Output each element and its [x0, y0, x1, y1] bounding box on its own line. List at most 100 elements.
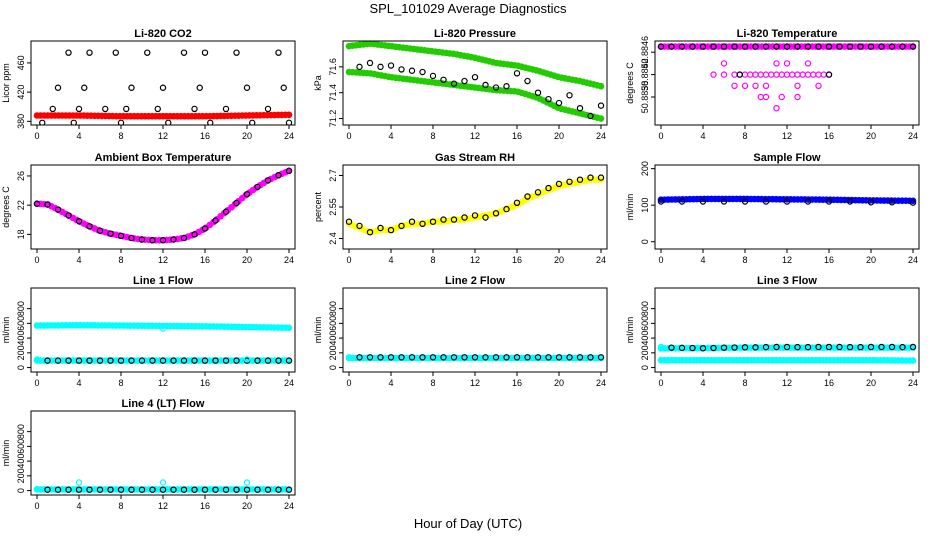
- data-point: [70, 119, 77, 125]
- data-point: [545, 354, 552, 361]
- x-tick-label: 8: [118, 501, 123, 511]
- data-point: [233, 199, 240, 207]
- x-tick-label: 16: [512, 378, 522, 388]
- data-point: [768, 71, 775, 78]
- data-point: [86, 49, 93, 56]
- data-point: [878, 43, 885, 50]
- data-point: [138, 236, 146, 243]
- data-point: [825, 71, 833, 78]
- data-point: [503, 83, 510, 90]
- x-tick-label: 20: [866, 255, 876, 265]
- data-point: [731, 344, 738, 351]
- data-point: [492, 354, 500, 361]
- plot-area: [33, 321, 293, 364]
- x-tick-label: 16: [824, 255, 834, 265]
- x-tick-label: 12: [158, 255, 168, 265]
- y-tick-label: 0: [328, 365, 338, 370]
- data-point: [44, 201, 51, 208]
- y-tick-label: 71.2: [328, 110, 338, 128]
- data-point: [201, 49, 209, 56]
- data-point: [285, 324, 293, 332]
- data-point: [254, 357, 261, 364]
- data-point: [576, 354, 584, 361]
- data-point: [741, 71, 749, 78]
- y-tick-label: 460: [16, 55, 26, 70]
- y-axis-label: ml/min: [625, 317, 635, 344]
- data-point: [377, 354, 384, 361]
- data-point: [825, 343, 833, 351]
- data-point: [81, 84, 88, 91]
- data-point: [794, 82, 801, 90]
- data-point: [377, 63, 384, 71]
- x-tick-label: 24: [284, 501, 294, 511]
- y-axis: 2.4 2.55 2.7: [328, 169, 343, 245]
- data-point: [44, 486, 51, 493]
- data-point: [280, 84, 287, 91]
- data-point: [75, 105, 83, 113]
- y-tick-label: 22: [16, 200, 26, 210]
- x-axis: 0 4 8 12 16 20 24: [34, 249, 294, 265]
- y-tick-label: 200: [328, 345, 338, 360]
- data-point: [180, 357, 188, 364]
- data-point: [196, 84, 203, 91]
- x-tick-label: 0: [658, 255, 663, 265]
- data-point: [555, 99, 563, 107]
- data-point: [747, 71, 754, 78]
- data-point: [566, 92, 573, 99]
- y-axis-label: ml/min: [625, 194, 635, 221]
- data-point: [75, 218, 83, 225]
- x-tick-label: 8: [118, 255, 123, 265]
- series: [657, 195, 917, 205]
- y-tick-label: 71.6: [328, 58, 338, 76]
- x-tick-label: 20: [554, 131, 564, 141]
- data-point: [778, 93, 785, 101]
- x-axis: 0 4 8 12 16 20 24: [658, 125, 918, 141]
- data-point: [65, 486, 72, 493]
- chart-panel: Li-820 CO2 Licor ppm 0 4 8 12 16 20 24 380 420 460: [1, 28, 296, 141]
- data-point: [846, 198, 854, 205]
- y-tick-label: 71.4: [328, 84, 338, 102]
- data-point: [180, 234, 188, 242]
- data-point: [207, 119, 214, 125]
- data-point: [65, 212, 72, 219]
- y-axis: 380 420 460: [16, 55, 31, 129]
- data-point: [799, 71, 806, 78]
- data-point: [762, 343, 770, 351]
- data-point: [482, 214, 489, 221]
- data-point: [201, 225, 209, 232]
- data-point: [366, 59, 374, 67]
- data-point: [170, 486, 177, 493]
- data-point: [398, 66, 405, 73]
- data-point: [513, 199, 521, 206]
- data-point: [440, 354, 447, 361]
- x-tick-label: 16: [200, 378, 210, 388]
- data-point: [503, 354, 510, 361]
- data-point: [249, 119, 256, 125]
- x-tick-label: 16: [200, 255, 210, 265]
- data-point: [710, 43, 717, 50]
- chart-title: Li-820 CO2: [134, 28, 191, 40]
- data-point: [492, 210, 500, 217]
- data-point: [264, 486, 272, 493]
- data-point: [154, 105, 161, 113]
- data-point: [222, 486, 230, 493]
- data-point: [752, 82, 759, 90]
- series: [657, 198, 917, 206]
- data-point: [86, 486, 93, 493]
- data-point: [54, 84, 62, 91]
- x-tick-label: 0: [658, 378, 663, 388]
- data-point: [757, 71, 764, 78]
- data-point: [366, 228, 374, 236]
- data-point: [678, 43, 686, 50]
- series: [44, 486, 293, 493]
- data-point: [836, 43, 843, 50]
- chart-title: Gas Stream RH: [435, 152, 515, 164]
- series: [345, 68, 605, 122]
- y-axis: 71.2 71.4 71.6: [328, 58, 343, 127]
- x-tick-label: 8: [430, 255, 435, 265]
- data-point: [804, 43, 812, 50]
